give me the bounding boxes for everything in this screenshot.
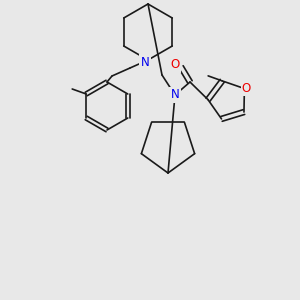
- Text: N: N: [171, 88, 179, 101]
- Text: O: O: [170, 58, 180, 71]
- Text: O: O: [242, 82, 251, 95]
- Text: N: N: [141, 56, 149, 68]
